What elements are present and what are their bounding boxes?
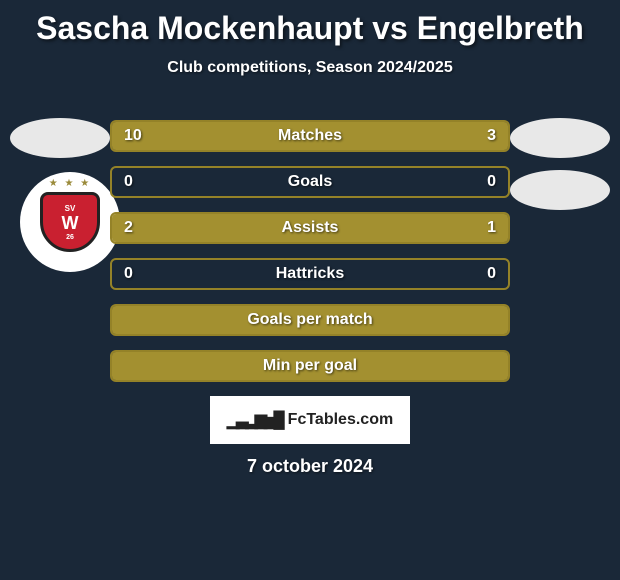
club-logo-text-sv: SV bbox=[65, 204, 76, 213]
page-title: Sascha Mockenhaupt vs Engelbreth bbox=[0, 0, 620, 47]
stat-rows-container: Matches103Goals00Assists21Hattricks00Goa… bbox=[110, 120, 510, 396]
stat-label: Matches bbox=[112, 127, 508, 145]
brand-logo: ▁▃▂▆▅█ FcTables.com bbox=[210, 396, 410, 444]
stat-row: Hattricks0 0 bbox=[110, 258, 510, 290]
player2-placeholder-badge-1 bbox=[510, 118, 610, 158]
brand-name: FcTables.com bbox=[288, 411, 394, 429]
club-logo-text-26: 26 bbox=[66, 234, 74, 241]
stat-row: Assists2 1 bbox=[110, 212, 510, 244]
club-logo-stars-icon: ★ ★ ★ bbox=[30, 178, 110, 189]
stat-value-left: 0 bbox=[124, 265, 133, 283]
stat-value-right: 1 bbox=[487, 219, 496, 237]
subtitle: Club competitions, Season 2024/2025 bbox=[0, 59, 620, 77]
stat-value-right: 0 bbox=[487, 173, 496, 191]
stat-label: Assists bbox=[112, 219, 508, 237]
club-logo-inner: ★ ★ ★ SV W 26 bbox=[30, 182, 110, 262]
club-logo: ★ ★ ★ SV W 26 bbox=[20, 172, 120, 272]
stat-value-left: 0 bbox=[124, 173, 133, 191]
stat-label: Hattricks bbox=[112, 265, 508, 283]
stat-value-right: 3 bbox=[487, 127, 496, 145]
stat-row: Matches10 3 bbox=[110, 120, 510, 152]
player2-placeholder-badge-2 bbox=[510, 170, 610, 210]
stat-row: Min per goal bbox=[110, 350, 510, 382]
player1-placeholder-badge bbox=[10, 118, 110, 158]
date-label: 7 october 2024 bbox=[0, 456, 620, 477]
club-logo-shield-icon: SV W 26 bbox=[40, 192, 100, 252]
stat-row: Goals0 0 bbox=[110, 166, 510, 198]
stat-value-left: 10 bbox=[124, 127, 142, 145]
stat-row: Goals per match bbox=[110, 304, 510, 336]
stat-label: Goals bbox=[112, 173, 508, 191]
stat-value-right: 0 bbox=[487, 265, 496, 283]
stat-label: Min per goal bbox=[112, 357, 508, 375]
stat-label: Goals per match bbox=[112, 311, 508, 329]
bar-chart-icon: ▁▃▂▆▅█ bbox=[227, 410, 282, 430]
stat-value-left: 2 bbox=[124, 219, 133, 237]
club-logo-text-w: W bbox=[62, 213, 79, 234]
